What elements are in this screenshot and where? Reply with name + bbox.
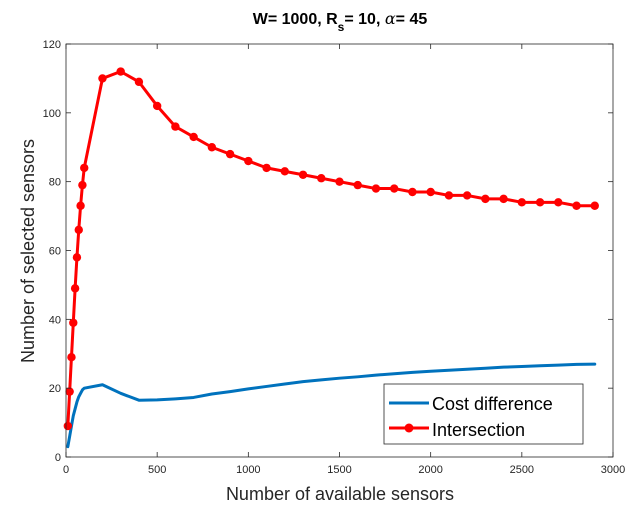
data-point-intersection: [572, 201, 581, 210]
data-point-intersection: [78, 180, 87, 190]
data-point-intersection: [134, 77, 144, 87]
series-line-cost-difference: [66, 362, 597, 449]
y-tick-label: 40: [49, 314, 61, 326]
data-point-intersection: [207, 143, 217, 152]
data-point-intersection: [353, 180, 362, 190]
data-point-intersection: [70, 284, 80, 293]
data-point-intersection: [444, 191, 454, 200]
legend-box: [383, 383, 584, 445]
data-point-intersection: [72, 253, 82, 262]
data-point-intersection: [462, 191, 472, 200]
y-tick-label: 100: [43, 108, 61, 120]
series-layer: [63, 67, 599, 449]
data-point-intersection: [481, 194, 490, 204]
legend-marker-intersection: [404, 423, 414, 433]
data-point-intersection: [80, 163, 89, 173]
y-tick-label: 0: [55, 452, 61, 464]
x-tick-label: 3000: [601, 464, 625, 476]
y-axis-label: Number of selected sensors: [18, 139, 38, 363]
data-point-intersection: [76, 201, 85, 210]
x-tick-label: 0: [63, 464, 69, 476]
legend-label-intersection: Intersection: [432, 420, 525, 440]
data-point-intersection: [225, 149, 235, 159]
data-point-intersection: [499, 194, 508, 204]
data-point-intersection: [67, 352, 76, 362]
axes-layer: 0 500 1000 1500 2000 2500 3000 0 20 40 60 80 100 120: [43, 39, 626, 476]
data-point-intersection: [371, 184, 381, 193]
data-point-intersection: [74, 225, 83, 235]
data-point-intersection: [554, 198, 563, 207]
x-tick-label: 1000: [236, 464, 260, 476]
data-point-intersection: [262, 163, 271, 173]
data-point-intersection: [390, 184, 399, 193]
x-tick-label: 1500: [327, 464, 351, 476]
data-point-intersection: [65, 387, 74, 396]
x-tick-label: 2000: [418, 464, 442, 476]
legend: Cost difference Intersection: [383, 383, 584, 445]
data-point-intersection: [63, 421, 73, 431]
data-point-intersection: [280, 167, 289, 176]
y-tick-label: 60: [49, 246, 61, 258]
chart-title-subscript: s: [338, 20, 345, 34]
data-point-intersection: [69, 318, 78, 327]
chart-title: W= 1000, Rs= 10, α= 45: [253, 9, 428, 34]
data-point-intersection: [535, 198, 545, 207]
legend-label-cost-difference: Cost difference: [432, 394, 553, 414]
data-point-intersection: [408, 187, 417, 197]
data-point-intersection: [317, 174, 326, 183]
data-point-intersection: [590, 201, 599, 210]
data-point-intersection: [171, 122, 180, 131]
x-tick-label: 2500: [510, 464, 534, 476]
y-tick-label: 120: [43, 39, 61, 51]
data-point-intersection: [517, 198, 527, 207]
data-point-intersection: [98, 74, 107, 83]
x-tick-label: 500: [148, 464, 166, 476]
data-point-intersection: [152, 101, 162, 111]
data-point-intersection: [335, 177, 344, 186]
data-point-intersection: [116, 67, 125, 76]
data-point-intersection: [426, 187, 435, 197]
data-point-intersection: [189, 132, 198, 142]
chart-title-alpha: α: [385, 9, 396, 28]
y-tick-label: 20: [49, 383, 61, 395]
x-axis-label: Number of available sensors: [226, 484, 454, 504]
y-tick-label: 80: [49, 177, 61, 189]
data-point-intersection: [298, 170, 308, 179]
data-point-intersection: [244, 156, 253, 166]
